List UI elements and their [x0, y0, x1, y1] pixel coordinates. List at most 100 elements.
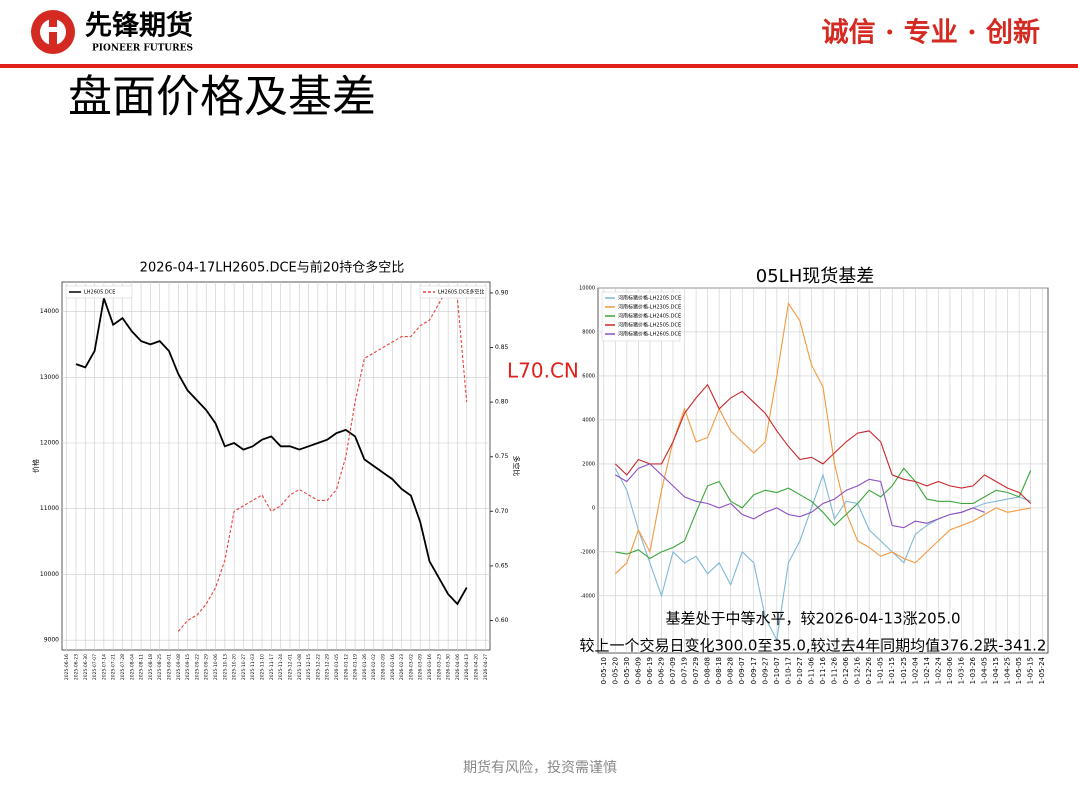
x-tick-label: 1-02-04: [911, 656, 919, 684]
x-tick-label: 2026-04-27: [483, 654, 489, 680]
watermark: L70.CN: [507, 359, 579, 383]
x-tick-label: 2025-07-28: [120, 654, 126, 680]
x-tick-label: 1-05-05: [1015, 657, 1023, 684]
y-tick-label: 4000: [582, 417, 595, 423]
y-axis-label: 价格: [31, 459, 40, 473]
x-tick-label: 2025-07-07: [92, 654, 98, 680]
x-tick-label: 0-11-16: [819, 656, 827, 684]
y-tick-label: 2000: [582, 461, 595, 467]
y-tick-label: -2000: [580, 549, 595, 555]
x-tick-label: 0-05-10: [600, 657, 608, 684]
logo: [31, 10, 75, 54]
x-tick-label: 0-09-07: [738, 657, 746, 684]
x-tick-label: 1-04-05: [981, 657, 989, 684]
x-tick-label: 0-05-20: [611, 657, 619, 684]
x-tick-label: 2025-08-18: [148, 654, 154, 680]
logo-subtext: PIONEER FUTURES: [92, 44, 193, 54]
x-tick-label: 2026-04-06: [455, 654, 461, 680]
annotation: 基差处于中等水平，较2026-04-13涨205.0: [665, 610, 960, 628]
x-tick-label: 2026-04-13: [464, 654, 470, 680]
legend-label: 河南标猪价格-LH2305.DCE: [618, 304, 681, 311]
x-tick-label: 2025-10-13: [222, 654, 228, 680]
x-tick-label: 2025-07-14: [101, 654, 107, 680]
x-tick-label: 2025-08-04: [129, 654, 135, 680]
logo-text: 先锋期货: [85, 10, 193, 42]
legend-label: 河南标猪价格-LH2405.DCE: [618, 313, 681, 320]
legend-box: [419, 285, 487, 299]
y-tick-label: 13000: [40, 374, 59, 381]
legend-label: LH2605.DCE: [84, 290, 115, 296]
x-tick-label: 2025-10-20: [232, 654, 238, 680]
x-tick-label: 2026-02-09: [381, 654, 387, 680]
x-tick-label: 2025-12-01: [287, 654, 293, 680]
header-rule: [0, 64, 1078, 68]
legend-box: [65, 285, 133, 299]
x-tick-label: 2025-09-29: [204, 654, 210, 680]
x-tick-label: 2025-12-29: [325, 654, 331, 680]
x-tick-label: 1-05-15: [1027, 657, 1035, 684]
slogan: 诚信 · 专业 · 创新: [822, 17, 1040, 49]
x-tick-label: 2026-03-02: [408, 654, 414, 680]
x-tick-label: 2026-01-19: [353, 654, 359, 680]
x-tick-label: 2026-01-05: [334, 654, 340, 680]
x-tick-label: 2025-06-30: [83, 654, 89, 680]
x-tick-label: 0-10-17: [784, 657, 792, 684]
x-tick-label: 1-04-15: [992, 657, 1000, 684]
x-tick-label: 2025-09-08: [176, 654, 182, 680]
x-tick-label: 0-11-26: [831, 656, 839, 684]
x-tick-label: 2025-10-06: [213, 654, 219, 680]
x-tick-label: 0-08-28: [727, 657, 735, 684]
y2-tick-label: 0.75: [495, 453, 509, 460]
y-tick-label: -4000: [580, 593, 595, 599]
y-tick-label: 14000: [40, 308, 59, 315]
x-tick-label: 0-12-26: [865, 656, 873, 684]
annotation: 较上一个交易日变化300.0至35.0,较过去4年同期均值376.2跌-341.…: [580, 637, 1047, 655]
x-tick-label: 2025-09-22: [194, 654, 200, 680]
x-tick-label: 2026-02-23: [399, 654, 405, 680]
x-tick-label: 1-05-24: [1038, 656, 1046, 684]
x-tick-label: 2025-07-21: [111, 654, 117, 680]
x-tick-label: 1-04-25: [1004, 657, 1012, 684]
series-line: [615, 463, 985, 529]
x-tick-label: 0-08-18: [715, 657, 723, 684]
x-tick-label: 2025-08-11: [139, 654, 145, 680]
x-tick-label: 2025-12-22: [315, 654, 321, 680]
x-tick-label: 2026-03-30: [446, 654, 452, 680]
y2-tick-label: 0.70: [495, 508, 509, 515]
x-tick-label: 0-11-06: [807, 656, 815, 684]
y-tick-label: 10000: [579, 286, 595, 292]
x-tick-label: 0-06-19: [646, 657, 654, 684]
x-tick-label: 2025-08-25: [157, 654, 163, 680]
y-tick-label: 8000: [582, 329, 595, 335]
footer: 期货有风险，投资需谨慎: [463, 759, 617, 776]
x-tick-label: 2025-10-27: [241, 654, 247, 680]
legend-label: LH2605.DCE多空比: [438, 289, 484, 296]
x-tick-label: 0-06-29: [657, 657, 665, 684]
x-tick-label: 2026-02-16: [390, 654, 396, 680]
x-tick-label: 1-02-14: [923, 656, 931, 684]
x-tick-label: 0-10-27: [796, 657, 804, 684]
series-line: [615, 467, 1032, 560]
x-tick-label: 0-09-27: [761, 657, 769, 684]
x-tick-label: 0-08-08: [704, 657, 712, 684]
y-tick-label: 0: [592, 505, 595, 511]
x-tick-label: 2026-04-20: [474, 654, 480, 680]
x-tick-label: 1-01-05: [877, 657, 885, 684]
series-line: [177, 286, 468, 632]
y-tick-label: 9000: [44, 637, 59, 644]
y2-tick-label: 0.65: [495, 562, 509, 569]
x-tick-label: 0-10-07: [773, 657, 781, 684]
x-tick-label: 2026-03-23: [436, 654, 442, 680]
y-tick-label: 11000: [40, 505, 59, 512]
series-line: [75, 294, 468, 606]
x-tick-label: 1-01-25: [900, 657, 908, 684]
series-line: [614, 383, 1032, 504]
x-tick-label: 0-12-06: [842, 656, 850, 684]
y-tick-label: 12000: [40, 440, 59, 447]
x-tick-label: 2026-01-26: [362, 654, 368, 680]
legend-label: 河南标猪价格-LH2205.DCE: [618, 295, 681, 302]
x-tick-label: 2025-11-24: [278, 654, 284, 680]
y-tick-label: 10000: [40, 571, 59, 578]
x-tick-label: 0-07-09: [669, 657, 677, 684]
